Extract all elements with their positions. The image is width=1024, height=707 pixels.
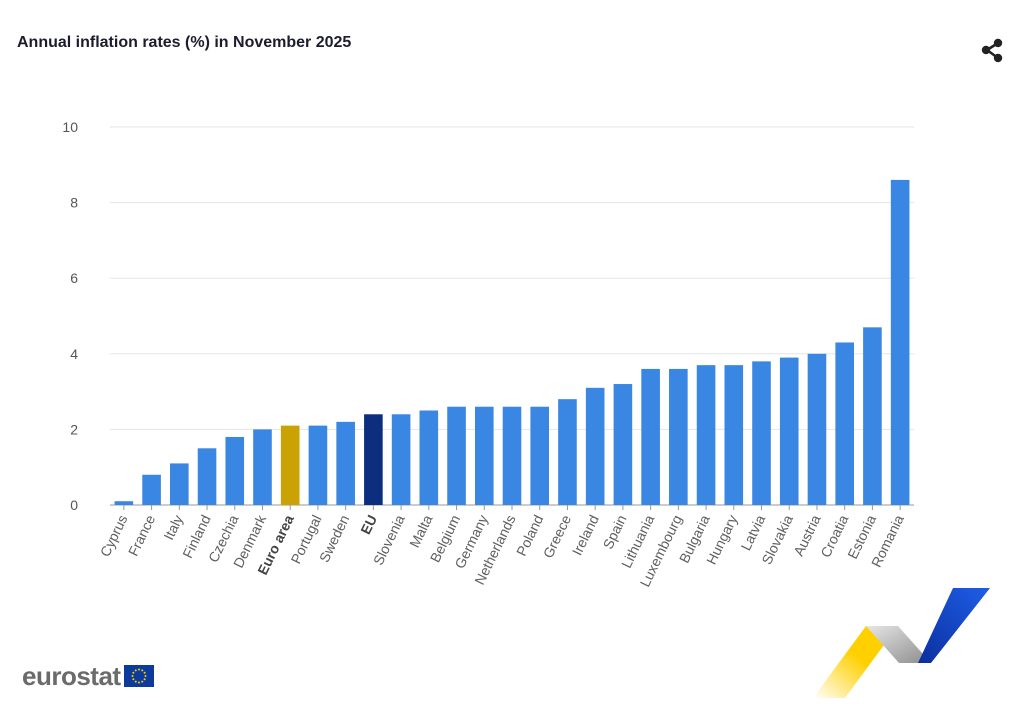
eurostat-logo: eurostat [22,660,154,692]
bar [696,365,716,505]
bar [779,357,799,505]
eu-flag-icon [123,665,154,687]
bar [336,421,355,505]
y-tick-label: 4 [70,346,78,362]
bar [364,414,383,505]
bar [724,365,744,505]
bar [447,406,466,505]
bar [613,384,633,505]
bar [530,406,550,505]
y-tick-label: 2 [70,421,78,437]
decorative-swoosh [813,588,990,698]
bar [835,342,854,505]
bar [197,448,217,505]
chart-title: Annual inflation rates (%) in November 2… [17,34,352,51]
bar [253,429,272,505]
bar [280,425,300,505]
x-tick-label: Malta [406,512,435,550]
brand-name: eurostat [22,660,121,691]
bar [863,327,882,505]
bar [225,436,245,505]
share-icon[interactable] [978,36,1008,66]
y-tick-label: 0 [70,497,78,513]
y-tick-label: 10 [62,119,78,135]
bar [391,414,411,505]
bar [641,368,660,505]
y-tick-label: 6 [70,270,78,286]
x-tick-label: EU [357,512,380,536]
bar [669,368,688,505]
bar [585,387,605,505]
bar [807,353,827,505]
bar [752,361,771,505]
bar [114,501,134,505]
bar [558,399,577,505]
y-tick-label: 8 [70,195,78,211]
bar [170,463,189,505]
bar [419,410,439,505]
bar [474,406,494,505]
x-tick-label: Spain [600,512,630,551]
x-tick-label: Italy [160,512,186,542]
bar [308,425,328,505]
bar [890,179,910,506]
bar [142,474,161,505]
bar [502,406,522,505]
